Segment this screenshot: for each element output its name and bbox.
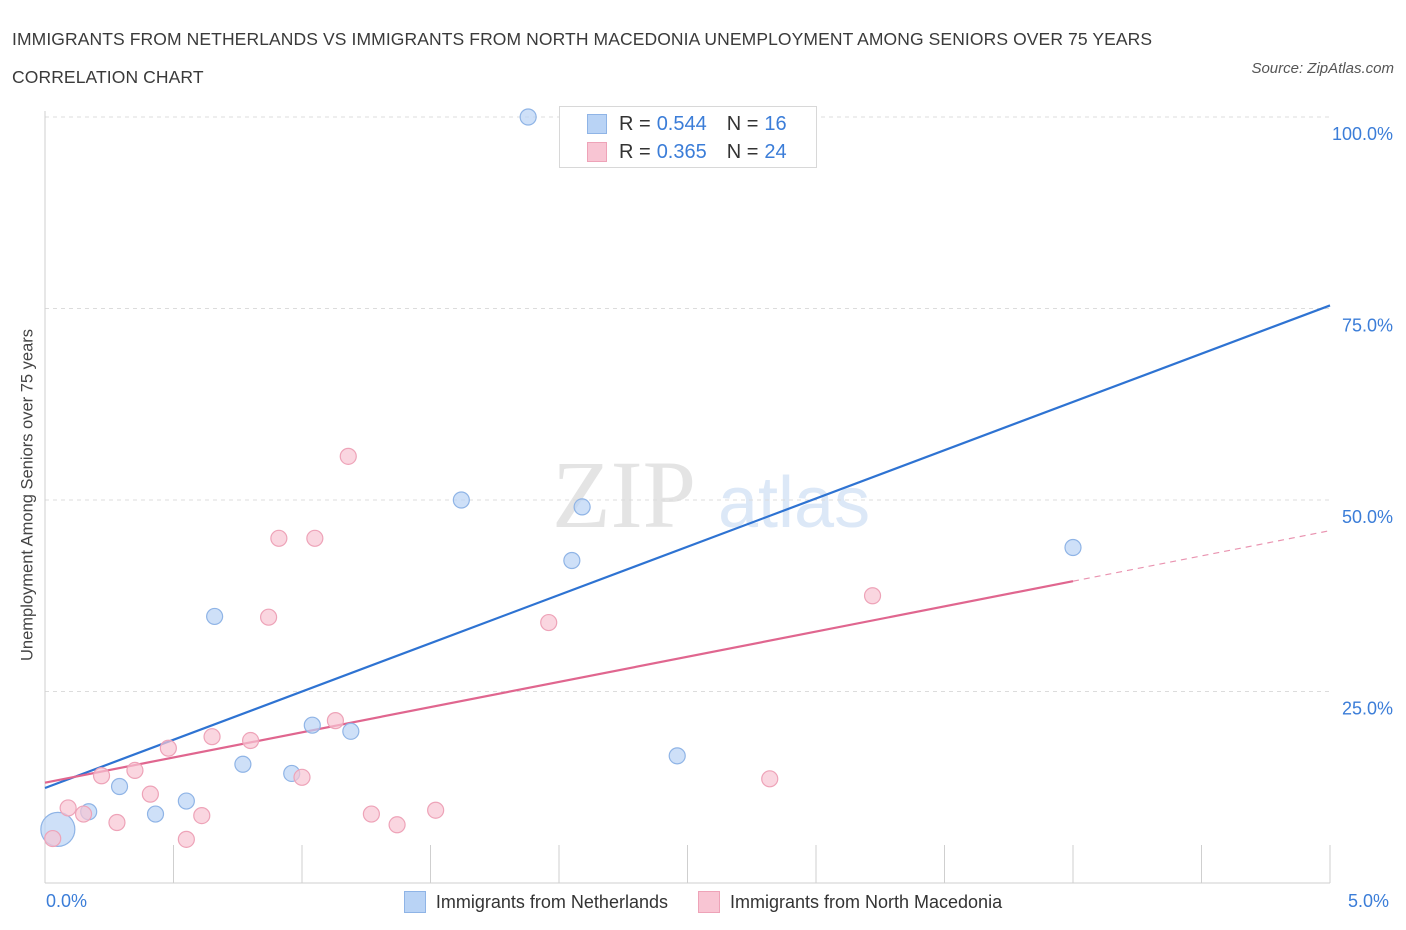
y-tick-labels: 25.0% 50.0% 75.0% 100.0%: [1332, 124, 1393, 719]
series-legend: Immigrants from Netherlands Immigrants f…: [0, 888, 1406, 916]
scatter-point: [339, 447, 357, 465]
y-tick-label: 100.0%: [1332, 124, 1393, 144]
scatter-point: [761, 770, 779, 788]
scatter-point: [326, 712, 345, 730]
scatter-point: [563, 551, 581, 570]
scatter-point: [74, 805, 93, 823]
scatter-point: [668, 747, 686, 765]
scatter-point: [177, 830, 195, 848]
legend-swatch-north-macedonia: [587, 142, 607, 162]
scatter-point: [59, 799, 77, 817]
legend-label-north-macedonia: Immigrants from North Macedonia: [729, 891, 1003, 912]
legend-row-netherlands: R = 0.544 N = 16: [560, 110, 787, 138]
scatter-point: [293, 768, 311, 786]
scatter-point: [203, 728, 221, 746]
trend-line-extension: [1072, 530, 1331, 582]
scatter-point: [1064, 538, 1082, 557]
y-tick-label: 25.0%: [1342, 699, 1393, 719]
scatter-point: [306, 529, 324, 547]
n-label: N =: [726, 112, 759, 135]
scatter-point: [452, 491, 470, 509]
r-label: R =: [619, 112, 651, 135]
r-value: 0.544: [656, 112, 707, 135]
scatter-point: [519, 108, 537, 126]
x-tick-label-min: 0.0%: [46, 891, 88, 911]
scatter-point: [234, 755, 252, 773]
scatter-point: [110, 777, 129, 796]
scatter-point: [242, 731, 260, 750]
scatter-point: [193, 806, 211, 825]
r-label: R =: [619, 140, 651, 163]
scatter-point: [159, 739, 177, 757]
scatter-point: [146, 805, 165, 823]
watermark: ZIP atlas: [552, 441, 870, 548]
scatter-point: [342, 722, 360, 740]
scatter-point: [44, 829, 62, 848]
legend-label-netherlands: Immigrants from Netherlands: [435, 891, 668, 912]
scatter-point: [206, 607, 224, 626]
legend-item-north-macedonia[interactable]: Immigrants from North Macedonia: [697, 891, 1003, 913]
y-tick-label: 50.0%: [1342, 507, 1393, 527]
trend-line: [44, 580, 1074, 784]
x-tick-label-max: 5.0%: [1348, 891, 1390, 911]
trend-line: [44, 304, 1331, 790]
legend-row-north-macedonia: R = 0.365 N = 24: [560, 138, 787, 166]
grid-lines: [45, 116, 1330, 692]
watermark-zip: ZIP: [552, 441, 696, 548]
scatter-point: [303, 716, 321, 734]
scatter-point: [141, 785, 159, 803]
scatter-point: [362, 805, 380, 823]
scatter-point: [270, 529, 288, 547]
scatter-point: [126, 761, 144, 779]
n-value: 24: [764, 140, 787, 163]
n-label: N =: [726, 140, 759, 163]
watermark-atlas: atlas: [718, 463, 870, 543]
y-axis-label: Unemployment Among Seniors over 75 years: [18, 329, 37, 661]
axes: [44, 111, 1331, 884]
scatter-point: [108, 813, 126, 832]
scatter-point: [573, 498, 591, 516]
y-tick-label: 75.0%: [1342, 316, 1393, 336]
scatter-point: [388, 816, 406, 834]
trend-lines: [44, 304, 1331, 790]
legend-item-netherlands[interactable]: Immigrants from Netherlands: [403, 891, 668, 913]
legend-swatch-netherlands: [587, 114, 607, 134]
chart-title: IMMIGRANTS FROM NETHERLANDS VS IMMIGRANT…: [12, 29, 1153, 87]
correlation-legend: R = 0.544 N = 16 R = 0.365 N = 24: [559, 106, 817, 168]
scatter-point: [92, 767, 111, 785]
scatter-point: [863, 587, 882, 605]
legend-swatch-north-macedonia: [697, 891, 720, 913]
scatter-point: [177, 792, 195, 810]
r-value: 0.365: [656, 140, 707, 163]
scatter-point: [427, 801, 445, 819]
scatter-point: [540, 613, 558, 632]
legend-swatch-netherlands: [403, 891, 426, 913]
source-label: Source: ZipAtlas.com: [1251, 60, 1394, 77]
data-points: [40, 108, 1082, 848]
scatter-point: [259, 608, 278, 626]
n-value: 16: [764, 112, 787, 135]
